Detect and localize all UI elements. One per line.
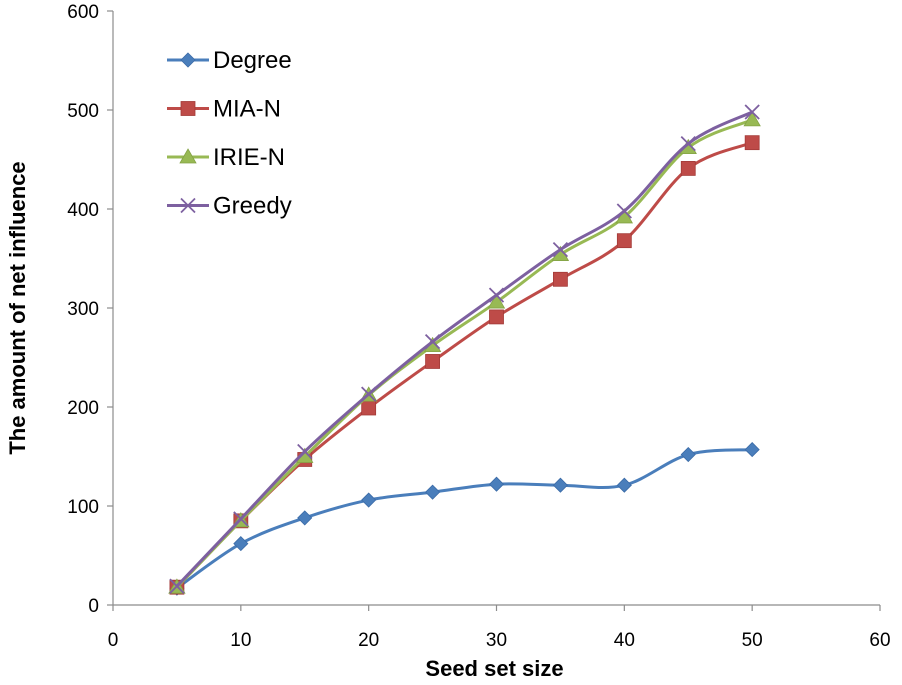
greedy-point-stroke	[361, 386, 377, 402]
y-tick-label: 400	[67, 200, 99, 221]
legend-marker	[180, 197, 196, 214]
legend-label: MIA-N	[213, 96, 281, 123]
y-tick-label: 0	[88, 596, 99, 617]
mia-n-point	[425, 354, 440, 369]
y-tick-label: 100	[67, 497, 99, 518]
degree-point	[744, 442, 760, 458]
greedy-point	[361, 386, 377, 402]
greedy-point-stroke	[424, 334, 441, 350]
greedy-point	[680, 136, 696, 152]
greedy-point-stroke	[616, 203, 632, 219]
greedy-point-stroke	[488, 287, 505, 303]
x-tick-label: 0	[108, 630, 119, 651]
greedy-point-stroke	[233, 511, 249, 527]
degree-point	[425, 484, 441, 500]
mia-n-point	[553, 271, 568, 287]
greedy-point	[424, 334, 441, 350]
greedy-point	[552, 241, 569, 258]
legend-item-irie-n: IRIE-N	[167, 144, 285, 171]
series-greedy	[169, 104, 760, 594]
degree-point	[233, 536, 249, 552]
greedy-point-stroke	[680, 136, 696, 152]
greedy-point	[744, 104, 760, 120]
x-tick-label: 60	[869, 630, 890, 651]
mia-n-point	[744, 135, 760, 151]
greedy-point	[488, 287, 505, 303]
greedy-point-stroke	[169, 578, 185, 594]
legend-marker	[180, 52, 196, 68]
legend-item-mia-n: MIA-N	[167, 96, 281, 123]
degree-point	[488, 476, 505, 492]
degree-point	[616, 477, 632, 493]
x-tick-label: 50	[742, 630, 763, 651]
series-line-greedy	[175, 110, 753, 588]
x-tick-label: 40	[614, 630, 635, 651]
greedy-point-stroke	[297, 443, 313, 460]
legend-label: Greedy	[213, 193, 292, 220]
y-axis-title: The amount of net influence	[5, 161, 30, 454]
x-axis-title: Seed set size	[425, 656, 563, 681]
greedy-point	[233, 511, 249, 527]
degree-point	[361, 492, 377, 508]
y-tick-label: 600	[67, 2, 99, 23]
y-tick-label: 200	[67, 398, 99, 419]
irie-n-point	[743, 111, 761, 127]
greedy-point-stroke	[552, 241, 569, 258]
greedy-point	[616, 203, 632, 219]
degree-point	[680, 446, 696, 463]
legend-label: IRIE-N	[213, 144, 285, 171]
series-irie-n	[168, 111, 761, 594]
legend-item-greedy: Greedy	[167, 193, 292, 220]
legend-marker-stroke	[180, 197, 196, 214]
greedy-point-stroke	[744, 104, 760, 120]
degree-point	[297, 510, 313, 526]
greedy-point	[169, 578, 185, 594]
legend-item-degree: Degree	[167, 47, 292, 74]
irie-n-point	[487, 293, 506, 309]
legend-marker	[179, 148, 197, 164]
degree-point	[552, 477, 568, 493]
mia-n-point	[680, 161, 696, 176]
mia-n-point	[616, 233, 632, 249]
mia-n-point	[489, 309, 504, 325]
series-line-irie-n	[175, 118, 753, 589]
y-tick-label: 300	[67, 299, 99, 320]
legend-label: Degree	[213, 47, 292, 74]
x-tick-label: 10	[230, 630, 251, 651]
y-tick-label: 500	[67, 101, 99, 122]
series-line-degree	[176, 448, 753, 590]
greedy-point	[297, 443, 313, 460]
mia-n-point	[361, 400, 377, 416]
axes: 0 100 200 300 400 500 600 0 10 20 30 40 50 60	[67, 2, 890, 651]
x-tick-label: 30	[486, 630, 507, 651]
series-degree	[169, 442, 760, 596]
legend-marker	[180, 101, 196, 116]
x-tick-label: 20	[358, 630, 379, 651]
series-layer	[168, 104, 761, 596]
legend: Degree MIA-N IRIE-N Greedy	[167, 47, 292, 220]
